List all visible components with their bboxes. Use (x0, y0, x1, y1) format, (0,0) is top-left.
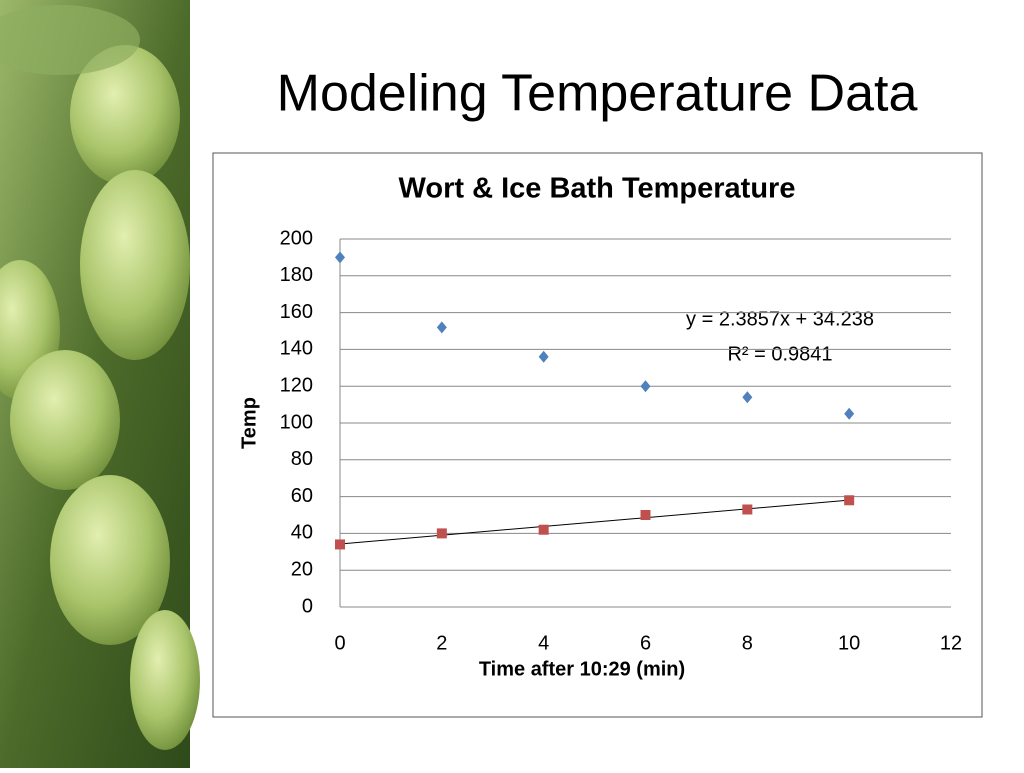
chart-title: Wort & Ice Bath Temperature (399, 173, 796, 205)
slide-title: Modeling Temperature Data (277, 65, 918, 123)
point (436, 528, 447, 539)
x-tick-label: 0 (334, 632, 345, 654)
y-axis-label: Temp (238, 397, 260, 449)
side-photo (0, 0, 200, 768)
x-axis-label: Time after 10:29 (min) (479, 658, 685, 680)
point (844, 407, 855, 420)
y-tick-label: 40 (291, 522, 313, 544)
y-tick-label: 100 (280, 411, 313, 433)
x-tick-label: 2 (436, 632, 447, 654)
y-tick-label: 180 (280, 264, 313, 286)
point (335, 539, 345, 550)
point (335, 251, 345, 264)
x-tick-label: 8 (742, 632, 753, 654)
point (538, 524, 549, 535)
y-tick-label: 20 (291, 558, 313, 580)
point (640, 380, 651, 393)
point (538, 350, 549, 363)
x-tick-label: 6 (640, 632, 651, 654)
y-tick-label: 200 (280, 227, 313, 249)
x-tick-label: 4 (538, 632, 549, 654)
y-tick-label: 60 (291, 485, 313, 507)
trend-equation: y = 2.3857x + 34.238 (686, 308, 874, 330)
y-tick-label: 140 (280, 338, 313, 360)
trendline (339, 499, 850, 545)
point (844, 495, 855, 506)
x-tick-label: 10 (838, 632, 860, 654)
y-tick-label: 120 (280, 374, 313, 396)
x-tick-label: 12 (940, 632, 962, 654)
y-tick-label: 160 (280, 301, 313, 323)
point (436, 321, 447, 334)
y-tick-label: 0 (302, 595, 313, 617)
y-tick-label: 80 (291, 448, 313, 470)
point (742, 504, 753, 515)
point (640, 510, 651, 520)
chart-frame (212, 152, 983, 718)
point (742, 391, 753, 404)
trend-r-squared: R² = 0.9841 (727, 343, 832, 365)
